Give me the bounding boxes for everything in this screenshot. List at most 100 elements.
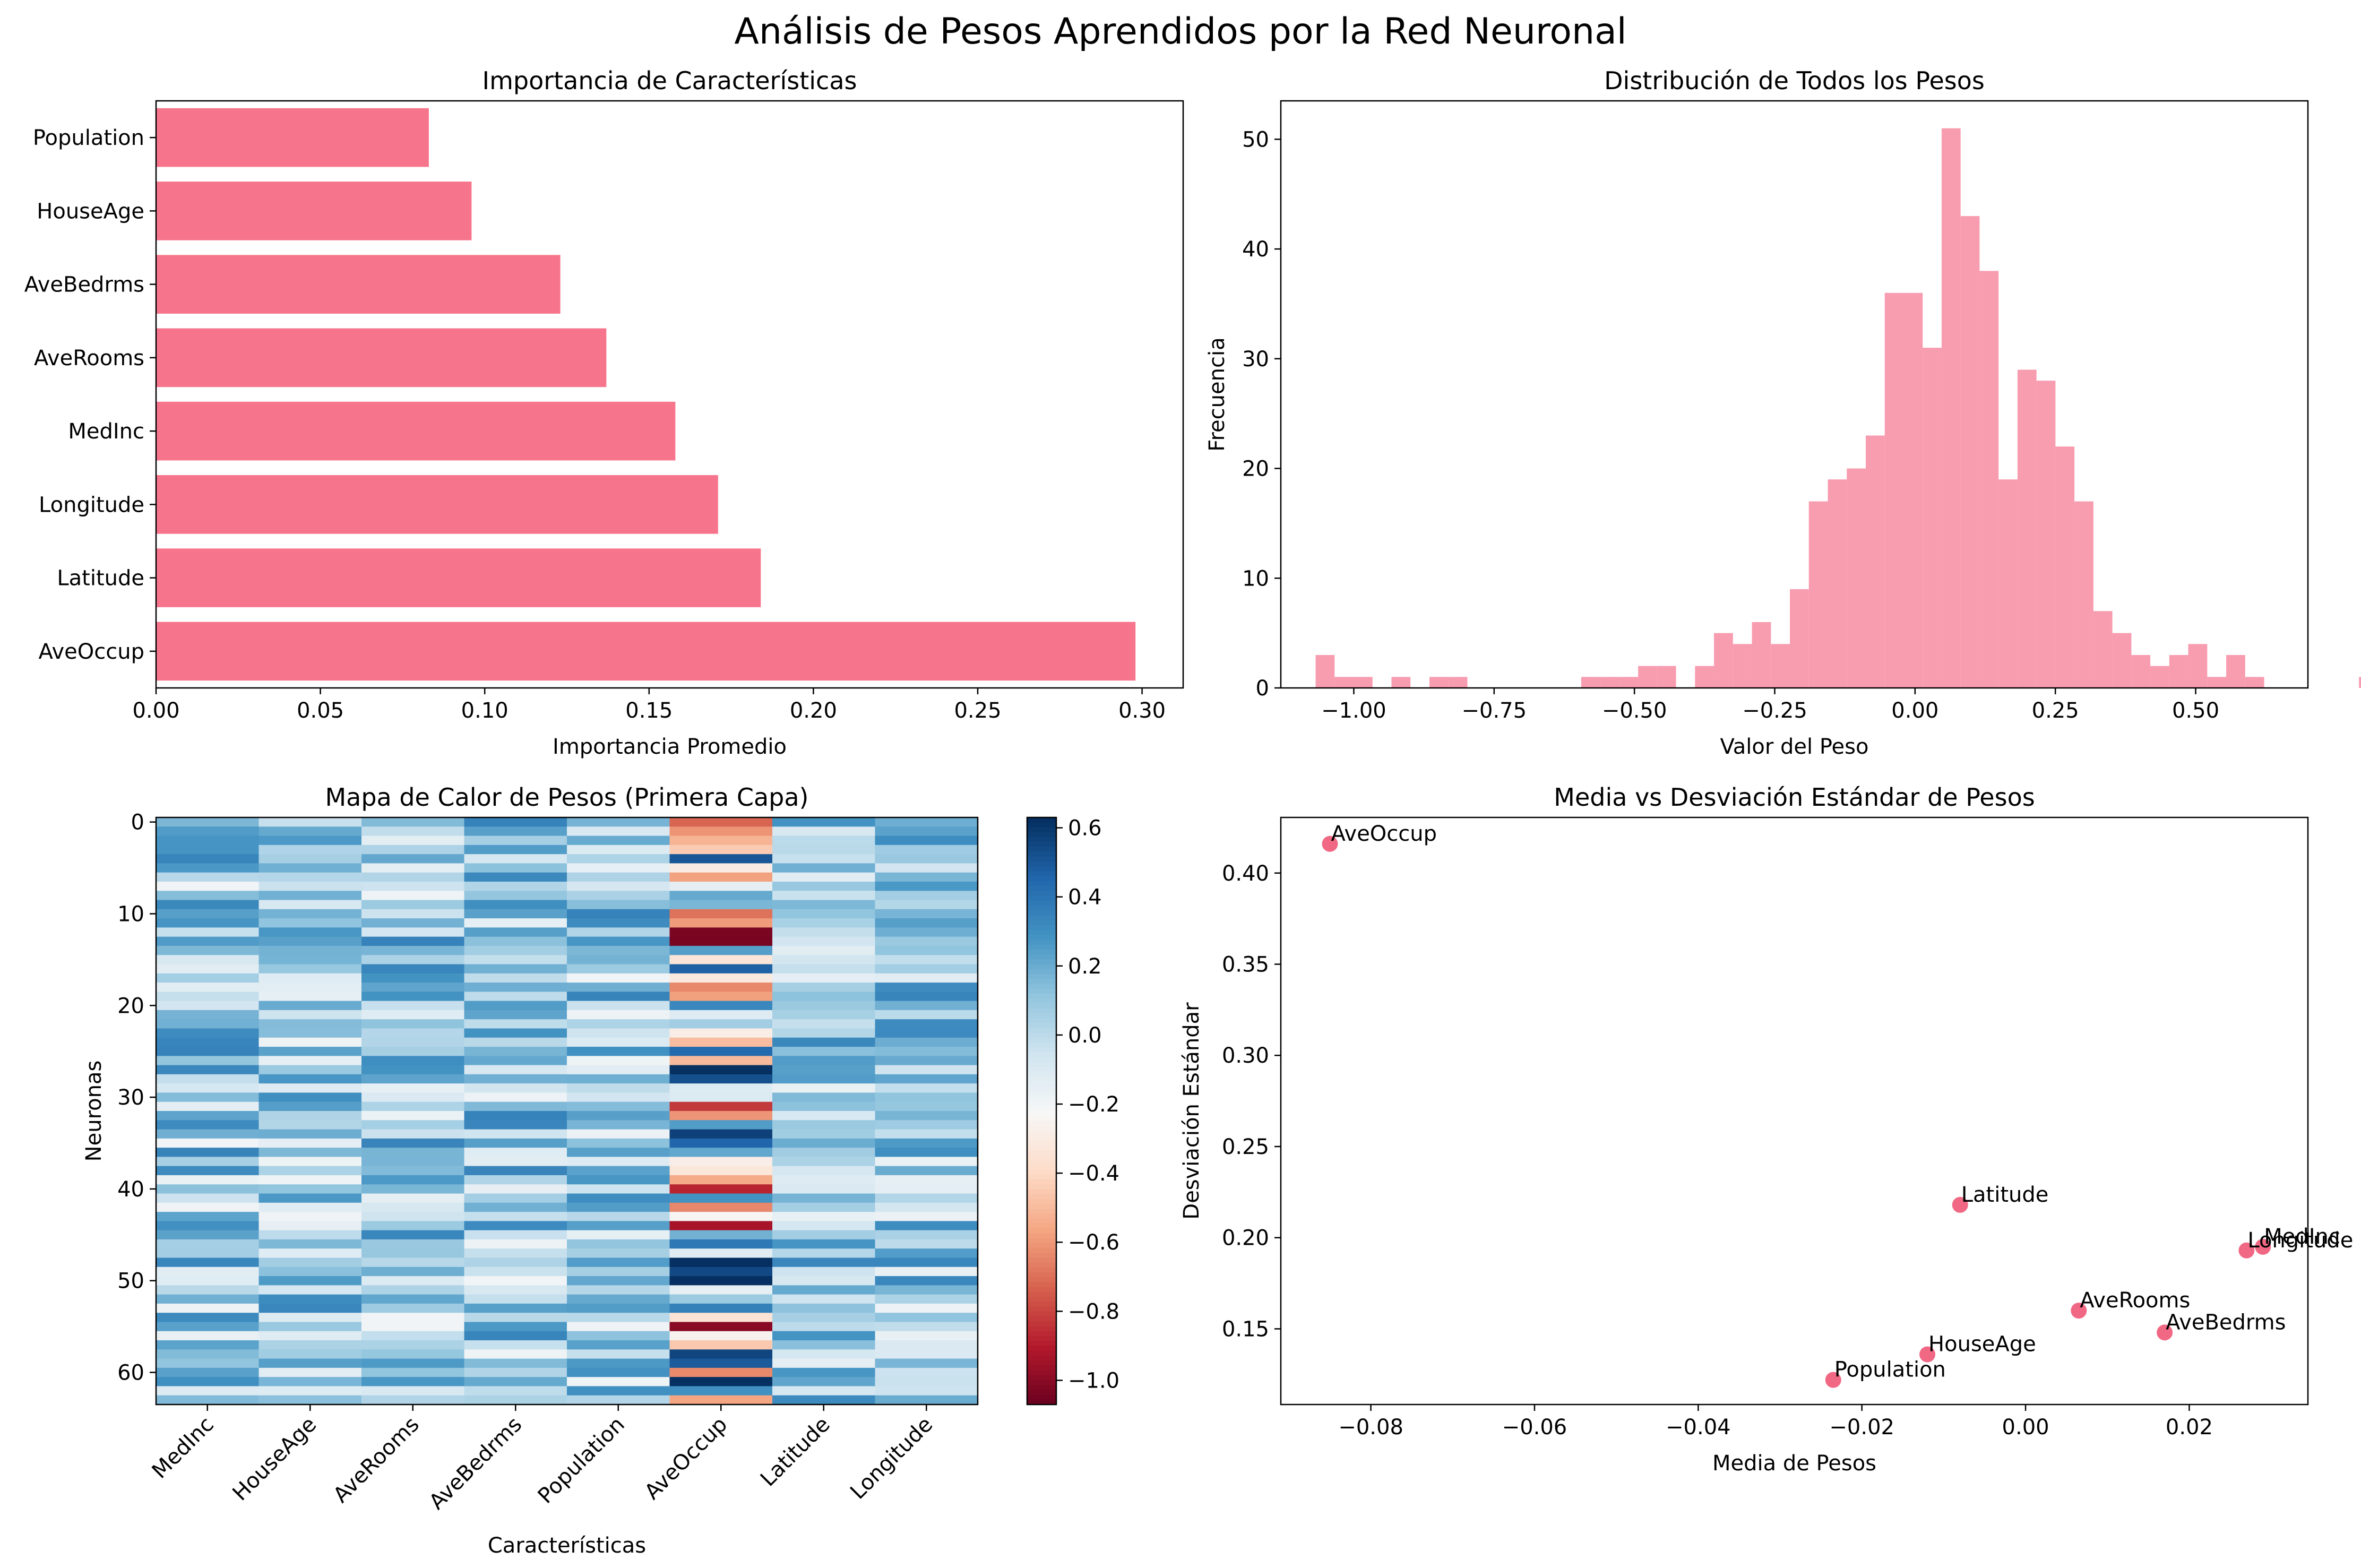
scatter-ytick-label: 0.30 [1222,1044,1269,1068]
heatmap-frame [155,816,979,1406]
heatmap-cell [464,1340,567,1350]
colorbar-segment [1027,1311,1056,1317]
heatmap-cell [772,1101,876,1112]
heatmap-cell [258,964,362,974]
heatmap-cell [772,1322,876,1332]
heatmap-cell [772,881,876,891]
scatter-point-label: Latitude [1961,1183,2049,1207]
heatmap-cell [875,945,978,955]
heatmap-cell [156,1294,260,1304]
heatmap-cell [258,1294,362,1304]
colorbar-segment [1027,1213,1056,1219]
heatmap-cell [361,992,465,1002]
heatmap-cell [772,1313,876,1323]
heatmap-cell [258,1267,362,1277]
scatter-point-label: AveOccup [1331,822,1437,846]
colorbar-segment [1027,1355,1056,1361]
heatmap-cell [464,1322,567,1332]
colorbar-segment [1027,944,1056,950]
heatmap-ytick-label: 40 [117,1177,144,1202]
histogram-bin [1808,501,1828,688]
heatmap-cell [875,835,978,846]
scatter-ytick-label: 0.35 [1222,953,1269,977]
heatmap-cell [772,900,876,910]
heatmap-cell [772,955,876,965]
colorbar-segment [1027,979,1056,984]
colorbar-segment [1027,871,1056,877]
scatter-point-label: AveRooms [2080,1288,2190,1313]
heatmap-cell [875,1065,978,1075]
colorbar-segment [1027,1032,1056,1038]
heatmap-cell [258,909,362,919]
scatter-point-latitude [1952,1196,1968,1213]
colorbar-segment [1027,1292,1056,1297]
importance-bar-latitude [156,548,761,607]
heatmap-cell [258,1175,362,1185]
heatmap-cell [669,1129,773,1139]
heatmap-cell [464,1175,567,1185]
heatmap-cell [156,1001,260,1011]
heatmap-cell [567,835,670,846]
colorbar-segment [1027,1302,1056,1307]
heatmap-cell [464,1331,567,1341]
heatmap-cell [875,1267,978,1277]
colorbar-segment [1027,925,1056,931]
heatmap-cell [772,945,876,955]
heatmap-cell [669,1212,773,1221]
heatmap-cell [361,1303,465,1313]
histogram-xtick-label: −0.75 [1462,699,1527,723]
scatter-title: Media vs Desviación Estándar de Pesos [1554,783,2035,812]
heatmap-cell [361,983,465,992]
heatmap-cell [258,1129,362,1139]
heatmap-cell [361,964,465,974]
heatmap-cell [156,983,260,992]
scatter-point-medinc [2255,1238,2271,1255]
importance-category-label: Population [33,126,144,150]
heatmap-cell [258,891,362,901]
heatmap-cell [669,1294,773,1304]
colorbar-segment [1027,1199,1056,1204]
heatmap-cell [567,1212,670,1221]
heatmap-cell [464,1386,567,1396]
heatmap-cell [669,1001,773,1011]
heatmap-cell [258,1028,362,1038]
heatmap-cell [464,817,567,827]
heatmap-cell [156,1349,260,1359]
histogram-xtick-label: −1.00 [1321,699,1386,723]
heatmap-cell [258,1111,362,1121]
heatmap-cell [361,1001,465,1011]
heatmap-cell [464,1166,567,1176]
histogram-xtick-label: −0.50 [1602,699,1667,723]
heatmap-cell [567,900,670,910]
heatmap-cell [669,955,773,965]
colorbar-segment [1027,1336,1056,1341]
colorbar-segment [1027,1067,1056,1072]
histogram-bin [1790,589,1809,688]
heatmap-cell [669,1157,773,1167]
heatmap-cell [875,872,978,882]
heatmap-cell [156,817,260,827]
heatmap-cell [258,1230,362,1240]
heatmap-cell [258,845,362,855]
histogram-frame [1280,100,2309,689]
heatmap-cell [875,1148,978,1158]
heatmap-cell [156,891,260,901]
scatter-xlabel: Media de Pesos [1712,1451,1876,1476]
colorbar-segment [1027,1297,1056,1303]
heatmap-ytick-label: 0 [131,811,144,835]
heatmap-cell [464,891,567,901]
histogram-bin [2150,666,2169,688]
heatmap-cell [156,992,260,1002]
histogram-ytick-label: 30 [1242,347,1269,372]
heatmap-cell [464,881,567,891]
histogram-bin [1941,128,1961,688]
heatmap-cell [258,927,362,937]
colorbar-segment [1027,1023,1056,1028]
heatmap-cell [156,1331,260,1341]
scatter-ylabel: Desviación Estándar [1179,1002,1204,1220]
heatmap-cell [875,1129,978,1139]
heatmap-cell [567,1001,670,1011]
heatmap-cell [669,1386,773,1396]
heatmap-cell [361,909,465,919]
